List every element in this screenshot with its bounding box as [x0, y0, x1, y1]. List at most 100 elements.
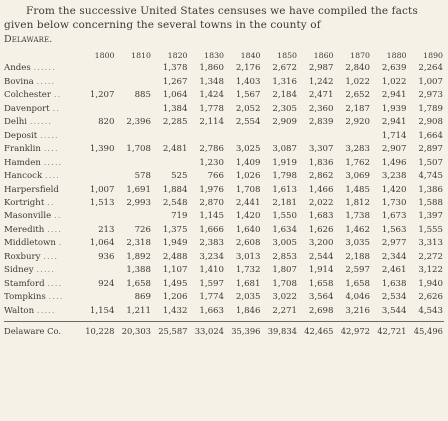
population-cell: 1,462: [345, 224, 370, 235]
population-cell: [79, 76, 116, 89]
population-cell: 1,022: [345, 76, 370, 87]
county-total-label: Delaware Co.: [4, 321, 79, 339]
population-cell: 2,862: [308, 171, 334, 182]
county-total-cell: 42,465: [298, 321, 335, 339]
population-cell: 1,798: [272, 171, 297, 182]
population-cell: 2,987: [308, 63, 334, 74]
town-name: Deposit: [4, 130, 38, 141]
town-name-cell: Tompkins ....: [4, 291, 79, 304]
population-cell: 578: [134, 171, 151, 182]
population-cell: 1,807: [272, 265, 297, 276]
town-name: Masonville: [4, 211, 52, 222]
population-cell: 1,420: [235, 211, 261, 222]
year-header: 1880: [386, 51, 407, 60]
population-cell: 1,836: [308, 157, 334, 168]
population-cell: 2,360: [308, 103, 334, 114]
population-cell: 1,267: [162, 76, 188, 87]
population-cell: 1,914: [308, 265, 334, 276]
population-cell: 2,870: [199, 197, 224, 208]
population-cell: 869: [134, 292, 151, 303]
population-cell: 2,441: [235, 197, 261, 208]
population-cell: 1,812: [345, 197, 370, 208]
population-cell: [79, 210, 116, 223]
population-cell: 1,378: [162, 63, 188, 74]
population-cell: 2,461: [381, 265, 407, 276]
population-cell: [116, 210, 153, 223]
population-cell: 2,052: [235, 103, 261, 114]
town-name: Middletown: [4, 238, 56, 249]
population-cell: 2,897: [418, 144, 443, 155]
county-total-cell: 10,228: [79, 321, 116, 339]
population-cell: 2,305: [272, 103, 297, 114]
table-row: Andes ...... 1,378 1,860 2,176 2,672 2,987 2,8…: [4, 62, 444, 75]
population-cell: 1,613: [272, 184, 297, 195]
population-cell: 1,375: [162, 224, 188, 235]
population-cell: [116, 62, 153, 75]
town-name: Hancock: [4, 171, 43, 182]
population-cell: 2,973: [418, 90, 443, 101]
county-total-cell: 25,587: [152, 321, 189, 339]
year-header: 1830: [204, 51, 224, 60]
population-cell: 2,907: [381, 144, 407, 155]
town-name: Roxbury: [4, 251, 41, 262]
population-cell: [116, 157, 153, 170]
population-cell: 1,064: [89, 238, 115, 249]
population-cell: 1,207: [89, 90, 115, 101]
leader-dots: ....: [47, 224, 62, 235]
year-header: 1890: [423, 51, 443, 60]
population-cell: 1,496: [381, 157, 407, 168]
population-cell: [79, 264, 116, 277]
town-name-cell: Meredith ....: [4, 224, 79, 237]
town-name: Kortright: [4, 197, 45, 208]
county-total-cell: 42,721: [371, 321, 408, 339]
table-row: Sidney ..... 1,388 1,107 1,410 1,732 1,807 1,9…: [4, 264, 444, 277]
population-cell: 2,271: [272, 305, 297, 316]
table-row: Tompkins .... 869 1,206 1,774 2,035 3,022 3,56…: [4, 291, 444, 304]
year-header: 1840: [240, 51, 261, 60]
population-cell: 1,485: [345, 184, 370, 195]
population-cell: 2,839: [308, 117, 334, 128]
population-cell: [298, 130, 335, 143]
population-cell: 719: [171, 211, 188, 222]
population-cell: 1,732: [235, 265, 261, 276]
county-total-cell: 33,024: [188, 321, 225, 339]
population-cell: 2,554: [235, 117, 261, 128]
population-cell: [79, 130, 116, 143]
town-name: Hamden: [4, 157, 41, 168]
population-cell: 1,555: [418, 224, 443, 235]
population-cell: 3,234: [199, 251, 224, 262]
population-cell: 1,424: [199, 90, 224, 101]
town-name-cell: Deposit .....: [4, 130, 79, 143]
population-cell: 2,035: [235, 292, 261, 303]
population-cell: 2,853: [272, 251, 297, 262]
leader-dots: ....: [43, 144, 59, 155]
population-cell: [79, 170, 116, 183]
county-total-cell: 20,303: [115, 321, 152, 339]
leader-dots: .....: [36, 305, 56, 316]
population-cell: 2,114: [199, 117, 224, 128]
population-cell: 1,640: [235, 224, 261, 235]
population-cell: 2,481: [162, 144, 188, 155]
population-cell: 1,940: [418, 278, 443, 289]
population-cell: 3,313: [418, 238, 443, 249]
population-cell: 3,035: [345, 238, 370, 249]
leader-dots: ......: [29, 117, 53, 128]
population-cell: 2,626: [418, 292, 443, 303]
town-name-cell: Colchester ..: [4, 89, 79, 102]
population-cell: 1,664: [418, 130, 443, 141]
population-cell: 1,007: [418, 76, 443, 87]
population-cell: 1,949: [162, 238, 188, 249]
town-name-cell: Bovina .....: [4, 76, 79, 89]
town-name-cell: Sidney .....: [4, 264, 79, 277]
population-cell: 3,200: [308, 238, 334, 249]
leader-dots: .....: [40, 130, 59, 141]
population-cell: 936: [98, 251, 115, 262]
population-cell: [262, 130, 299, 143]
population-cell: [116, 130, 153, 143]
population-cell: 1,495: [162, 278, 188, 289]
population-cell: 1,634: [272, 224, 297, 235]
town-name: Sidney: [4, 265, 34, 276]
population-cell: 1,681: [235, 278, 261, 289]
population-cell: 1,730: [381, 197, 407, 208]
population-cell: 2,344: [381, 251, 407, 262]
